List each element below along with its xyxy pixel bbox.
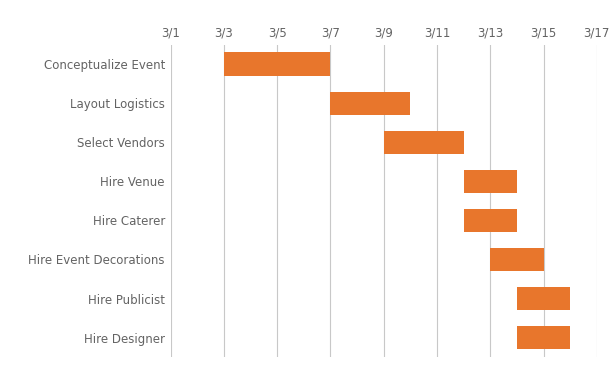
Bar [463, 209, 517, 232]
Bar [490, 248, 544, 271]
Bar [463, 170, 517, 193]
Bar [517, 326, 570, 349]
Bar [224, 52, 330, 76]
Bar [517, 287, 570, 310]
Bar [384, 131, 463, 154]
Bar [330, 92, 410, 115]
